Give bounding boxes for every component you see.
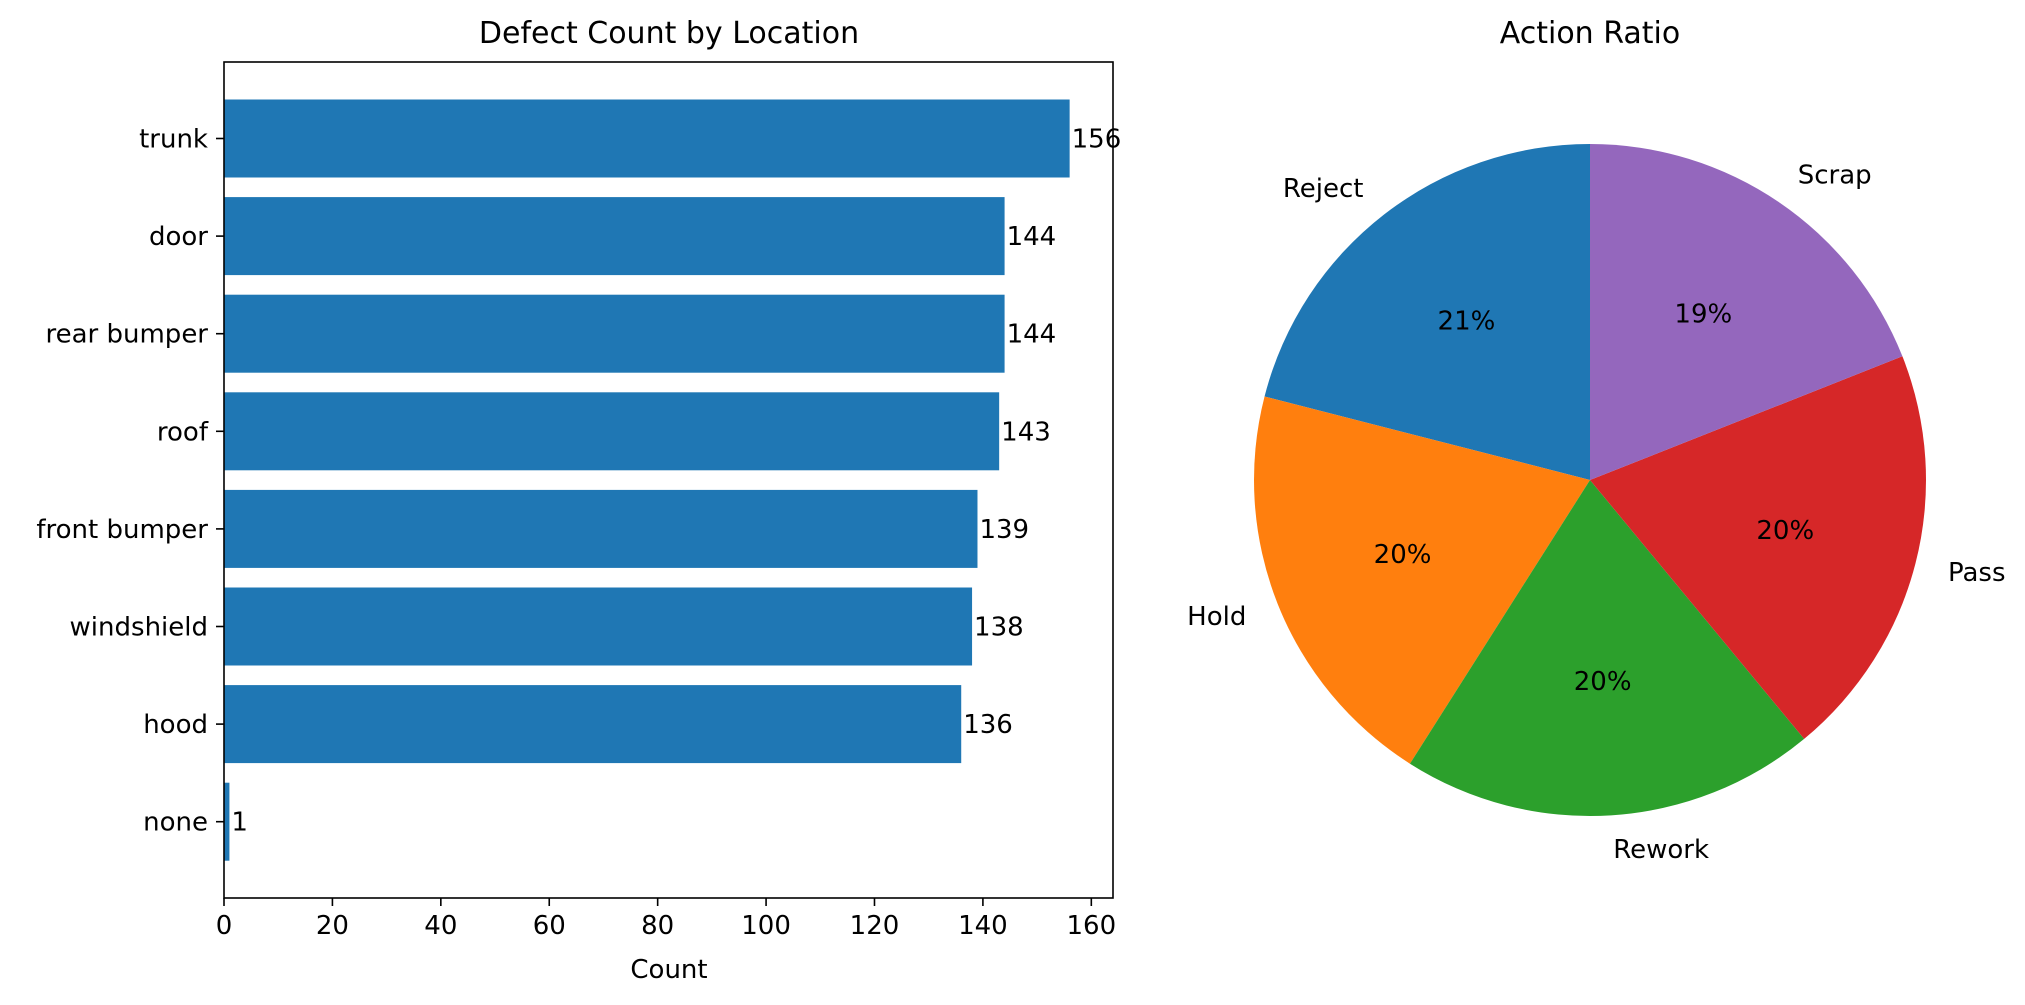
pie-marks: 21% Reject 20% Hold 20% Rework 20% Pass 19% Scrap (1187, 144, 2006, 865)
x-tick-label: 140 (958, 911, 1008, 941)
pie-slice-reject (1264, 144, 1590, 480)
y-tick-label: none (143, 808, 208, 838)
pie-slice-pass (1590, 356, 1926, 739)
bar-chart-title: Defect Count by Location (479, 16, 859, 51)
pie-slice-rework (1409, 480, 1805, 816)
x-tick-label: 120 (850, 911, 900, 941)
pie-percent-label: 20% (1574, 667, 1632, 697)
bar-plot-frame (223, 61, 1114, 899)
pie-percent-label: 21% (1438, 307, 1496, 337)
pie-percent-label: 20% (1374, 540, 1432, 570)
bar-marks: 156 144 144 143 139 138 136 1 (224, 99, 1122, 861)
y-tick-label: rear bumper (46, 320, 209, 350)
x-tick-label: 40 (424, 911, 457, 941)
y-tick-label: trunk (139, 125, 208, 155)
bar-axis-ticks: trunk door rear bumper roof front bumper wind… (36, 125, 1116, 942)
x-tick-label: 160 (1066, 911, 1116, 941)
pie-percent-label: 19% (1674, 299, 1732, 329)
bar-trunk (224, 99, 1070, 178)
pie-chart-title: Action Ratio (1500, 16, 1681, 51)
bar-value-label: 144 (1007, 222, 1057, 252)
bar-door (224, 197, 1005, 276)
y-tick-label: roof (157, 417, 209, 447)
y-tick-label: door (149, 222, 208, 252)
bar-value-label: 144 (1007, 320, 1057, 350)
bar-none (224, 782, 230, 861)
bar-rear-bumper (224, 294, 1005, 373)
bar-front-bumper (224, 489, 978, 568)
x-tick-label: 80 (641, 911, 674, 941)
x-tick-label: 60 (533, 911, 566, 941)
pie-percent-label: 20% (1756, 516, 1814, 546)
bar-hood (224, 685, 962, 764)
pie-chart: Action Ratio 21% Reject 20% Hold 20% Rework 20… (1187, 16, 2005, 865)
bar-value-label: 1 (231, 808, 248, 838)
pie-slice-label: Pass (1948, 558, 2006, 588)
x-tick-label: 20 (316, 911, 349, 941)
pie-slice-hold (1254, 396, 1590, 764)
y-tick-label: hood (143, 710, 208, 740)
bar-roof (224, 392, 1000, 471)
bar-value-label: 156 (1072, 125, 1122, 155)
bar-chart: Defect Count by Location 156 144 144 143 139… (36, 16, 1121, 985)
bar-value-label: 143 (1001, 417, 1051, 447)
pie-slice-label: Reject (1283, 174, 1364, 204)
x-tick-label: 100 (741, 911, 791, 941)
y-tick-label: front bumper (36, 515, 208, 545)
pie-slice-scrap (1590, 144, 1903, 480)
bar-value-label: 136 (963, 710, 1013, 740)
pie-slice-label: Hold (1187, 602, 1246, 632)
x-tick-label: 0 (216, 911, 233, 941)
pie-slice-label: Rework (1613, 835, 1709, 865)
bar-value-label: 139 (979, 515, 1029, 545)
bar-windshield (224, 587, 973, 666)
pie-slice-label: Scrap (1798, 160, 1872, 190)
bar-chart-xlabel: Count (630, 955, 707, 985)
bar-value-label: 138 (974, 613, 1024, 643)
y-tick-label: windshield (70, 613, 208, 643)
